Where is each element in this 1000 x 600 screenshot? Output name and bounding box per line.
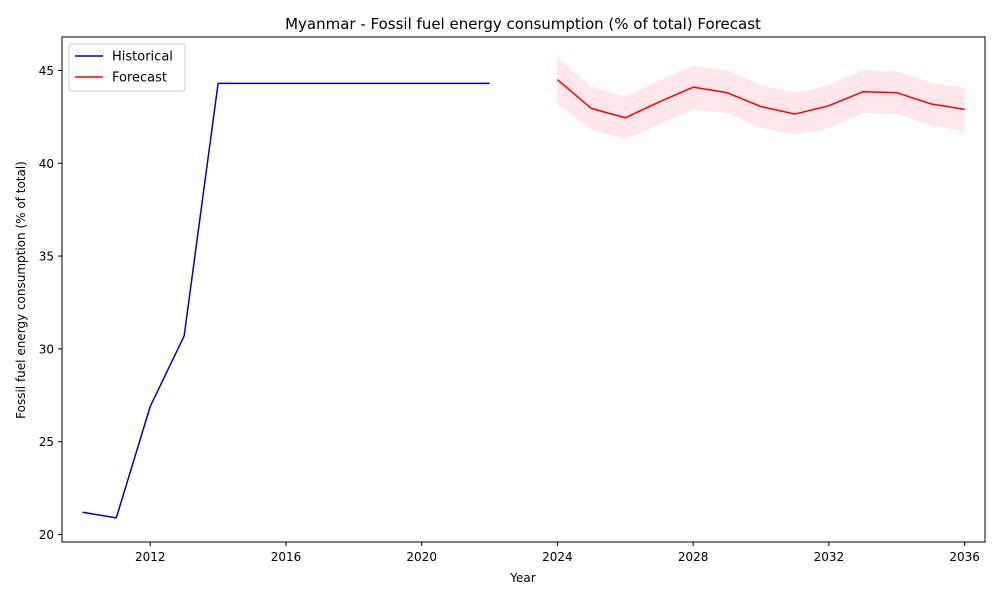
y-axis-ticks: 20 25 30 35 40 45 xyxy=(39,64,62,542)
x-tick-label: 2024 xyxy=(542,550,573,564)
legend-label-forecast: Forecast xyxy=(112,71,167,86)
chart-title: Myanmar - Fossil fuel energy consumption… xyxy=(285,15,761,33)
y-tick-label: 30 xyxy=(39,342,54,356)
x-tick-label: 2028 xyxy=(678,550,709,564)
x-tick-label: 2020 xyxy=(406,550,437,564)
x-tick-label: 2012 xyxy=(135,550,166,564)
forecast-confidence-band xyxy=(557,57,965,140)
y-tick-label: 20 xyxy=(39,528,54,542)
y-tick-label: 45 xyxy=(39,64,54,78)
series-lines-layer xyxy=(82,79,965,519)
y-axis-label: Fossil fuel energy consumption (% of tot… xyxy=(14,161,28,419)
y-tick-label: 40 xyxy=(39,157,54,171)
x-tick-label: 2036 xyxy=(949,550,980,564)
x-tick-label: 2016 xyxy=(271,550,302,564)
plot-area-frame xyxy=(61,36,986,543)
x-axis-label: Year xyxy=(509,571,535,585)
forecast-confidence-band-layer xyxy=(557,57,965,140)
legend: Historical Forecast xyxy=(68,43,186,92)
y-tick-label: 35 xyxy=(39,250,54,264)
legend-label-historical: Historical xyxy=(112,50,173,65)
y-tick-label: 25 xyxy=(39,435,54,449)
x-axis-ticks: 2012 2016 2020 2024 2028 2032 2036 xyxy=(135,542,980,564)
x-tick-label: 2032 xyxy=(814,550,845,564)
